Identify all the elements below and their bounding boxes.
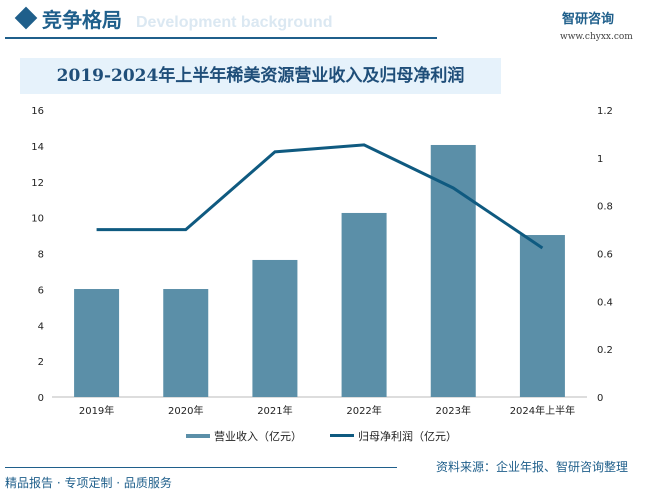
x-tick: 2022年 bbox=[346, 404, 381, 417]
bar-revenue bbox=[519, 235, 565, 397]
bar-revenue bbox=[163, 289, 209, 397]
y-right-tick: 0.2 bbox=[597, 345, 613, 356]
legend-label-profit: 归母净利润（亿元） bbox=[358, 429, 457, 443]
bar-revenue bbox=[74, 289, 120, 397]
y-right-tick: 0.6 bbox=[597, 250, 613, 261]
x-tick: 2021年 bbox=[257, 404, 292, 417]
footer-divider bbox=[5, 467, 397, 468]
legend: 营业收入（亿元） 归母净利润（亿元） bbox=[186, 429, 457, 443]
chart-title: 2019-2024年上半年稀美资源营业收入及归母净利润 bbox=[56, 66, 465, 86]
y-left-tick: 0 bbox=[38, 393, 44, 404]
section-title: 竞争格局 bbox=[42, 8, 122, 32]
legend-swatch-revenue bbox=[186, 434, 210, 438]
x-tick: 2023年 bbox=[436, 404, 471, 417]
y-left-tick: 4 bbox=[38, 321, 44, 332]
x-tick: 2024年上半年 bbox=[510, 404, 575, 417]
footer-slogan: 精品报告 · 专项定制 · 品质服务 bbox=[5, 476, 172, 490]
y-right-tick: 1.2 bbox=[597, 106, 613, 117]
y-left-tick: 8 bbox=[38, 250, 44, 261]
y-left-tick: 6 bbox=[38, 285, 44, 296]
x-tick: 2019年 bbox=[79, 404, 114, 417]
header-divider bbox=[5, 37, 437, 39]
y-left-tick: 10 bbox=[31, 214, 44, 225]
chart-title-box bbox=[20, 58, 501, 94]
y-left-tick: 2 bbox=[38, 357, 44, 368]
header-watermark-text: Development background bbox=[136, 14, 333, 31]
legend-label-revenue: 营业收入（亿元） bbox=[214, 429, 302, 443]
y-left-tick: 14 bbox=[31, 142, 44, 153]
x-tick: 2020年 bbox=[168, 404, 203, 417]
line-net-profit bbox=[96, 143, 544, 250]
y-right-tick: 0 bbox=[597, 393, 603, 404]
bar-revenue bbox=[252, 259, 298, 397]
bar-revenue bbox=[341, 212, 387, 397]
y-left-tick: 16 bbox=[31, 106, 44, 117]
y-right-tick: 0.4 bbox=[597, 297, 613, 308]
y-left-tick: 12 bbox=[31, 178, 44, 189]
y-right-tick: 0.8 bbox=[597, 202, 613, 213]
source-note: 资料来源：企业年报、智研咨询整理 bbox=[436, 460, 629, 474]
brand-url: www.chyxx.com bbox=[560, 32, 633, 42]
bar-revenue bbox=[430, 144, 476, 397]
y-right-tick: 1 bbox=[597, 154, 603, 165]
legend-swatch-profit bbox=[330, 434, 354, 437]
brand-logo: 智研咨询 bbox=[562, 12, 615, 27]
